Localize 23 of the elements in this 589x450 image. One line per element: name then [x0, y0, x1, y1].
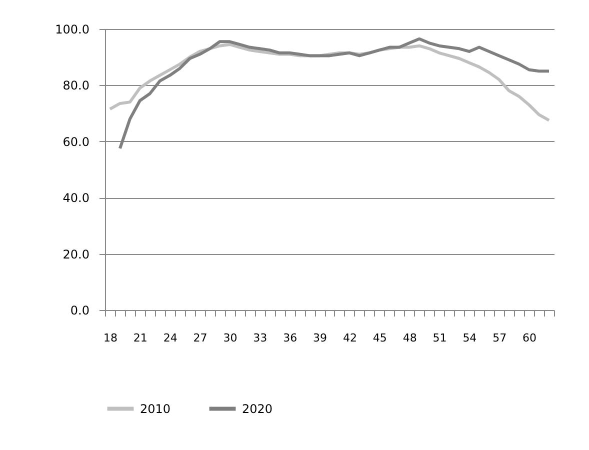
y-tick-label: 20.0	[62, 247, 90, 262]
y-tick-label: 80.0	[62, 78, 90, 93]
x-tick-label: 42	[342, 332, 357, 344]
x-tick-label: 45	[372, 332, 387, 344]
x-tick-label: 57	[492, 332, 507, 344]
x-tick-label: 33	[253, 332, 268, 344]
y-tick-label: 40.0	[62, 191, 90, 206]
x-tick-label: 27	[193, 332, 208, 344]
y-tick-label: 0.0	[70, 304, 90, 318]
legend-label: 2010	[140, 402, 171, 416]
y-tick-label: 60.0	[62, 134, 90, 149]
x-tick-label: 60	[522, 332, 537, 344]
x-tick-label: 21	[133, 332, 148, 344]
x-tick-label: 39	[313, 332, 328, 344]
x-tick-label: 36	[283, 332, 298, 344]
x-tick-label: 30	[223, 332, 238, 344]
y-tick-label: 100.0	[55, 22, 90, 36]
x-tick-label: 48	[402, 332, 417, 344]
x-tick-label: 18	[103, 332, 118, 344]
x-tick-label: 51	[432, 332, 447, 344]
x-tick-label: 54	[462, 332, 477, 344]
legend-label: 2020	[242, 402, 273, 416]
x-tick-label: 24	[163, 332, 178, 344]
